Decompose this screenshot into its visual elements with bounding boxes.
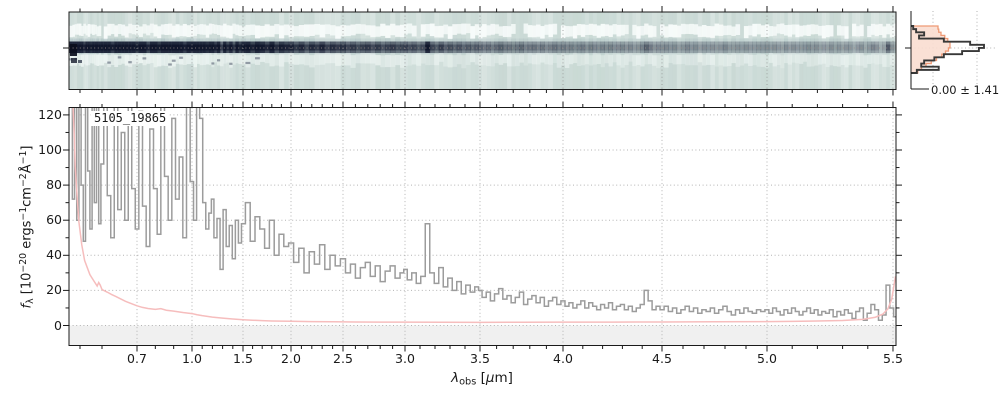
y-tick-label-60: 60 <box>46 212 62 228</box>
pixel-histogram-panel <box>905 11 996 90</box>
flux-step-line <box>71 107 896 321</box>
axes-spines-ticks <box>63 6 902 352</box>
below-zero-band <box>69 325 896 346</box>
histogram-data-line <box>911 25 985 74</box>
x-tick-label-3.5: 3.5 <box>470 351 490 366</box>
source-id-label: 5105_19865 <box>91 111 170 126</box>
y-tick-label-100: 100 <box>38 142 62 157</box>
spectrum-2d-image <box>69 12 896 90</box>
y-tick-label-40: 40 <box>46 247 62 263</box>
x-tick-label-4.0: 4.0 <box>553 351 573 366</box>
x-tick-label-0.7: 0.7 <box>127 351 147 366</box>
x-tick-label-5.0: 5.0 <box>757 351 777 366</box>
y-tick-label-20: 20 <box>46 282 62 298</box>
uncertainty-line <box>72 107 896 324</box>
x-tick-label-1.5: 1.5 <box>233 351 253 366</box>
x-tick-label-2.5: 2.5 <box>333 351 353 366</box>
y-tick-label-80: 80 <box>46 177 62 193</box>
spectrum-1d-plot <box>69 107 896 346</box>
y-tick-label-120: 120 <box>38 106 62 122</box>
histogram-stats-label: 0.00 ± 1.41 <box>931 83 1000 97</box>
x-tick-label-2.0: 2.0 <box>281 351 301 366</box>
x-tick-label-3.0: 3.0 <box>395 351 415 366</box>
y-tick-label-0: 0 <box>54 317 62 333</box>
x-tick-label-4.5: 4.5 <box>652 351 672 366</box>
x-tick-label-5.5: 5.5 <box>883 351 903 366</box>
x-axis-label: λobs [μm] <box>451 370 513 388</box>
x-tick-label-1.0: 1.0 <box>182 351 202 366</box>
